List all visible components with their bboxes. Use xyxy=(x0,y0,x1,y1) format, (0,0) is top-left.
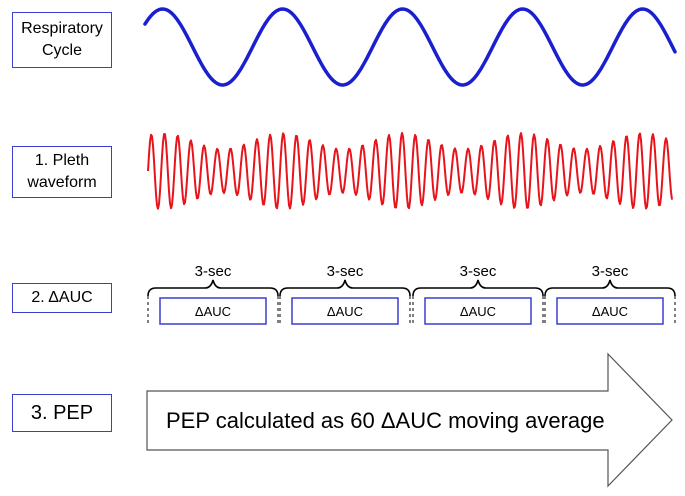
respiratory-waveform xyxy=(143,7,677,87)
auc-segment: 3-sec ΔAUC xyxy=(544,263,676,326)
segment-duration-label: 3-sec xyxy=(195,263,232,280)
pleth-waveform-label: 1. Pleth waveform xyxy=(12,146,112,198)
pep-label-text: 3. PEP xyxy=(30,402,94,424)
delta-auc-box xyxy=(159,297,267,325)
auc-segment: 3-sec ΔAUC xyxy=(279,263,411,326)
pleth-label-line1: 1. Pleth xyxy=(34,152,90,169)
delta-auc-box-text: ΔAUC xyxy=(592,304,628,319)
respiratory-cycle-label: Respiratory Cycle xyxy=(12,12,112,68)
delta-auc-box xyxy=(556,297,664,325)
curly-brace xyxy=(544,279,676,297)
delta-auc-box xyxy=(424,297,532,325)
pleth-waveform xyxy=(147,132,673,210)
respiratory-label-line1: Respiratory xyxy=(21,20,103,37)
delta-auc-box-text: ΔAUC xyxy=(195,304,231,319)
curly-brace xyxy=(412,279,544,297)
pleth-label-line2: waveform xyxy=(27,174,97,191)
pep-arrow-text: PEP calculated as 60 ΔAUC moving average xyxy=(166,408,605,433)
delta-auc-label-text: 2. ΔAUC xyxy=(31,289,93,306)
delta-auc-box-text: ΔAUC xyxy=(460,304,496,319)
delta-auc-box-text: ΔAUC xyxy=(327,304,363,319)
pep-arrow-shape xyxy=(146,352,673,488)
delta-auc-label: 2. ΔAUC xyxy=(12,283,112,313)
auc-segments: 3-sec ΔAUC 3-sec ΔAUC 3-sec ΔAUC 3-sec ΔAUC xyxy=(147,263,676,326)
delta-auc-box xyxy=(291,297,399,325)
pep-arrow: PEP calculated as 60 ΔAUC moving average xyxy=(146,352,673,488)
segment-duration-label: 3-sec xyxy=(460,263,497,280)
segment-duration-label: 3-sec xyxy=(327,263,364,280)
respiratory-label-line2: Cycle xyxy=(41,42,82,59)
curly-brace xyxy=(279,279,411,297)
curly-brace xyxy=(147,279,279,297)
segment-duration-label: 3-sec xyxy=(592,263,629,280)
auc-segment: 3-sec ΔAUC xyxy=(147,263,279,326)
auc-segment: 3-sec ΔAUC xyxy=(412,263,544,326)
pep-label: 3. PEP xyxy=(12,394,112,432)
